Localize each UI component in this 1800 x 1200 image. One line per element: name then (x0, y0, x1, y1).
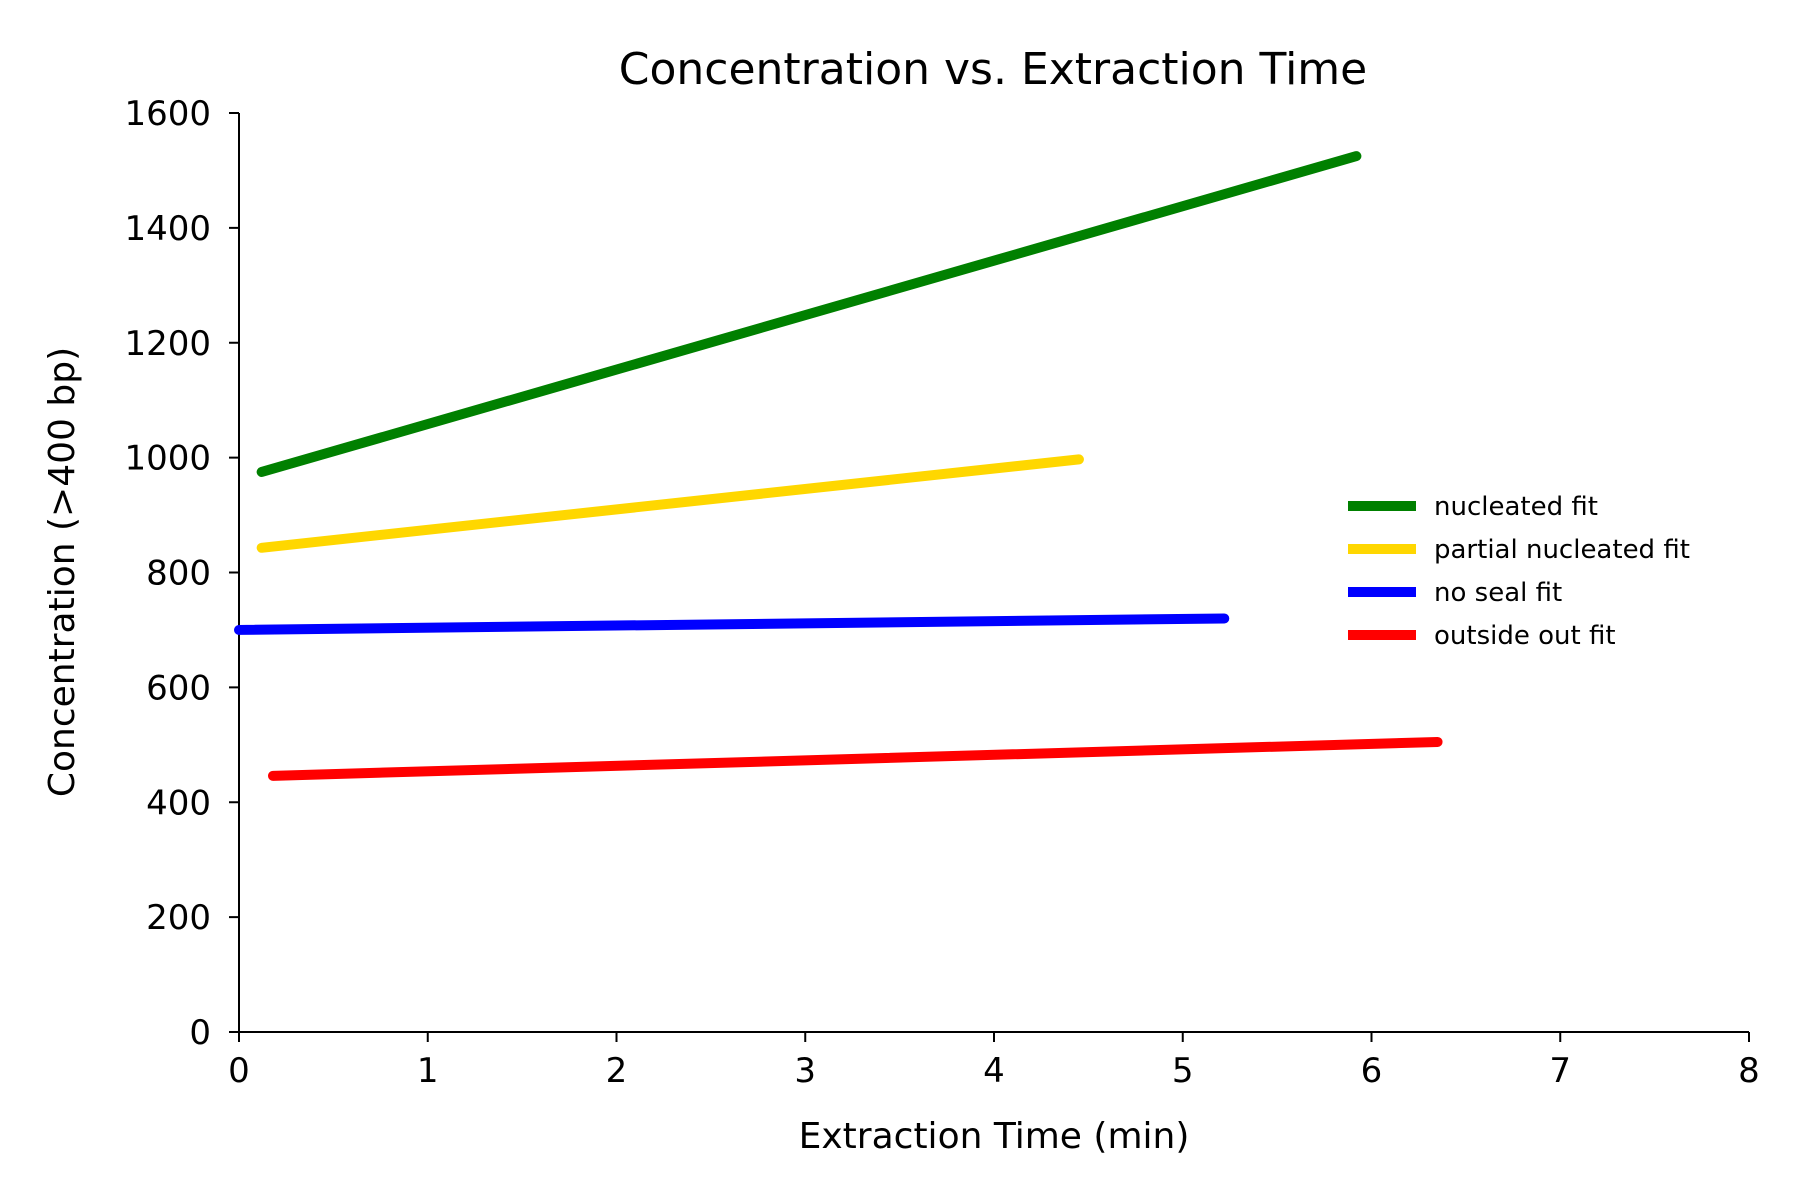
legend-label-partial-nucleated-fit: partial nucleated fit (1434, 535, 1690, 565)
x-tick-label: 4 (983, 1051, 1005, 1091)
y-tick-label: 200 (146, 898, 211, 938)
y-tick-label: 0 (189, 1013, 211, 1053)
x-tick-label: 1 (417, 1051, 439, 1091)
y-tick-label: 600 (146, 668, 211, 708)
x-tick-label: 5 (1172, 1051, 1194, 1091)
x-ticks: 0 1 2 3 4 5 6 7 8 (228, 1032, 1760, 1091)
x-tick-label: 7 (1549, 1051, 1571, 1091)
x-tick-label: 6 (1361, 1051, 1383, 1091)
legend: nucleated fit partial nucleated fit no sea… (1348, 492, 1690, 651)
y-tick-label: 1000 (124, 439, 211, 479)
y-tick-label: 1600 (124, 94, 211, 134)
x-tick-label: 8 (1738, 1051, 1760, 1091)
legend-label-outside-out-fit: outside out fit (1434, 621, 1616, 651)
series-group (234, 151, 1443, 781)
series-line-nucleated-fit (256, 151, 1362, 477)
x-tick-label: 3 (794, 1051, 816, 1091)
chart-title: Concentration vs. Extraction Time (619, 44, 1367, 95)
series-line-no-seal-fit (234, 613, 1230, 635)
x-tick-label: 2 (606, 1051, 628, 1091)
series-line-partial-nucleated-fit (256, 454, 1084, 553)
y-tick-label: 800 (146, 554, 211, 594)
x-tick-label: 0 (228, 1051, 250, 1091)
legend-label-nucleated-fit: nucleated fit (1434, 492, 1598, 522)
y-axis-title: Concentration (>400 bp) (42, 347, 83, 797)
y-ticks: 0 200 400 600 800 1000 1200 1400 1600 (124, 94, 239, 1053)
y-tick-label: 1200 (124, 324, 211, 364)
x-axis-title: Extraction Time (min) (799, 1116, 1190, 1157)
y-tick-label: 400 (146, 783, 211, 823)
axes (238, 113, 1749, 1033)
legend-label-no-seal-fit: no seal fit (1434, 578, 1562, 608)
series-line-outside-out-fit (267, 736, 1443, 781)
y-tick-label: 1400 (124, 209, 211, 249)
